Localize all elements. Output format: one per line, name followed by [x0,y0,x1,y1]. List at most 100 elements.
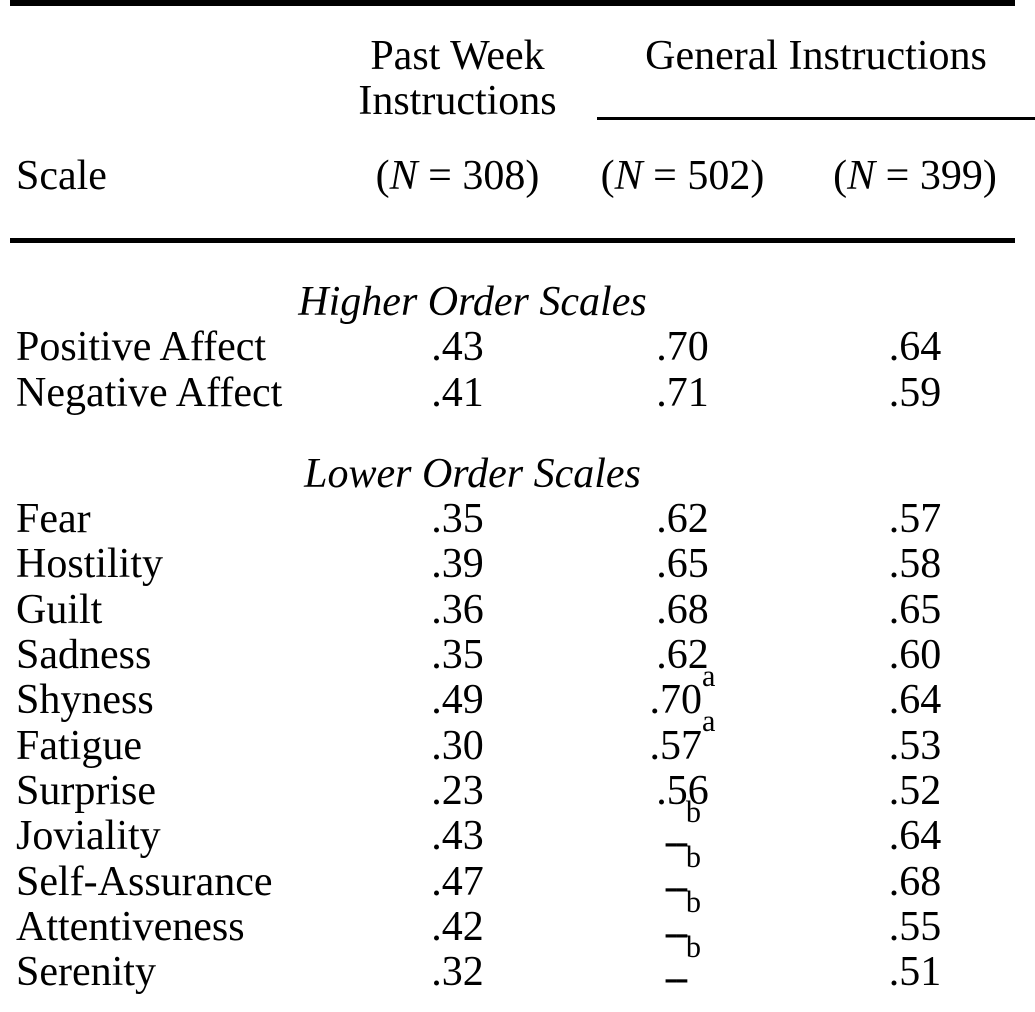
table-row: Shyness .49 .70a .64 [0,658,1035,724]
table-row: Positive Affect .43 .70 .64 [0,324,1035,371]
value-general-n502: --b [570,932,795,1000]
no-data-dash: -- [663,864,689,911]
scale-name: Fear [16,496,91,543]
no-data-dash: -- [663,819,689,866]
table-row: Attentiveness .42 --b .55 [0,887,1035,955]
value-general-n399: .64 [888,813,942,860]
col-header-general-instructions: General Instructions [645,33,987,79]
scale-name: Joviality [16,813,161,860]
value-past-week: .39 [431,541,484,588]
value-past-week: .35 [431,496,484,543]
footnote-marker-b: b [685,930,702,965]
table-header-rule [10,238,1015,243]
value-past-week: .43 [431,813,484,860]
past-week-line1: Past Week [370,33,545,79]
table-row: Sadness .35 .62 .60 [0,632,1035,679]
scale-name: Negative Affect [16,369,283,416]
value-general-n399: .64 [888,677,942,724]
section-gap [0,416,1035,452]
scale-name: Hostility [16,541,164,588]
section-header-row: Higher Order Scales [0,279,1035,325]
value-general-n399: .53 [888,722,942,769]
section-header-row: Lower Order Scales [0,450,1035,497]
table-row: Joviality .43 --b .64 [0,796,1035,864]
footnote-marker-a: a [702,658,716,693]
column-header-row: Scale (N = 308) (N = 502) (N = 399) [0,154,1035,199]
value-general-n399: .60 [888,632,942,679]
table-row: Guilt .36 .68 .65 [0,586,1035,633]
n-value: = 308) [417,153,540,199]
scale-name: Sadness [16,632,152,679]
paren-open: ( [600,153,615,199]
value-general-n502: .68 [656,586,709,633]
value-general-n399: .65 [888,586,942,633]
scale-name: Surprise [16,767,156,814]
value-past-week: .30 [431,722,484,769]
scale-name: Self-Assurance [16,858,273,905]
table-row: Hostility .39 .65 .58 [0,541,1035,588]
value-general-n399: .52 [888,767,942,814]
n-value: = 502) [642,153,765,199]
footnote-marker-b: b [685,885,702,920]
value-past-week: .41 [431,369,484,416]
scale-name: Positive Affect [16,324,267,371]
table-row: Surprise .23 .56 .52 [0,767,1035,814]
value-general-n399: .58 [888,541,942,588]
value-general-n502: .70 [656,324,709,371]
general-instructions-spanner-rule [597,117,1035,120]
value-general-n502: .70a [649,658,716,724]
value-general-n502: --b [570,796,795,864]
value-general-n399: .64 [888,324,942,371]
value-general-n502: --b [570,887,795,955]
footnote-marker-b: b [685,839,702,874]
scale-name: Serenity [16,949,156,996]
value-past-week: .35 [431,632,484,679]
value-general-n399: .59 [888,369,942,416]
value-general-n502: .57a [649,703,716,769]
value-general-n502: .65 [656,541,709,588]
table-row: Fatigue .30 .57a .53 [0,703,1035,769]
value-general-n399: .55 [888,903,942,950]
section-title-higher-order: Higher Order Scales [298,279,647,325]
no-data-dash: -- [663,955,689,1002]
value-general-n502: .71 [656,369,709,416]
value-general-n399: .68 [888,858,942,905]
n-308-header: (N = 308) [345,154,570,199]
footnote-marker-b: b [685,794,702,829]
past-week-line2: Instructions [358,78,557,124]
paren-open: ( [833,153,848,199]
scale-name: Guilt [16,586,103,633]
footnote-marker-a: a [702,703,716,738]
value-past-week: .42 [431,903,484,950]
n-symbol: N [614,153,643,199]
section-title-lower-order: Lower Order Scales [304,450,641,497]
table-row: Self-Assurance .47 --b .68 [0,842,1035,910]
n-symbol: N [847,153,876,199]
value-past-week: .36 [431,586,484,633]
value-past-week: .23 [431,767,484,814]
scale-name: Attentiveness [16,903,245,950]
no-data-dash: -- [663,909,689,956]
scale-name: Shyness [16,677,154,724]
value-general-n502: .62 [656,496,709,543]
value-past-week: .32 [431,949,484,996]
value-general-n502: .62 [656,632,709,679]
paren-open: ( [375,153,390,199]
value-general-n399: .51 [888,949,942,996]
n-symbol: N [389,153,418,199]
value-general-n399: .57 [888,496,942,543]
table-body: Higher Order Scales Positive Affect .43 … [0,279,1035,1000]
scale-name: Fatigue [16,722,142,769]
table-row: Negative Affect .41 .71 .59 [0,369,1035,416]
n-502-header: (N = 502) [570,154,795,199]
table-row: Serenity .32 --b .51 [0,932,1035,1000]
value-general-n502: --b [570,842,795,910]
table-top-rule [10,0,1015,6]
n-value: = 399) [875,153,997,199]
col-header-past-week-instructions: Past Week Instructions [345,34,570,124]
scale-column-header: Scale [16,153,107,199]
value-past-week: .47 [431,858,484,905]
table-row: Fear .35 .62 .57 [0,496,1035,543]
n-399-header: (N = 399) [795,154,1035,199]
